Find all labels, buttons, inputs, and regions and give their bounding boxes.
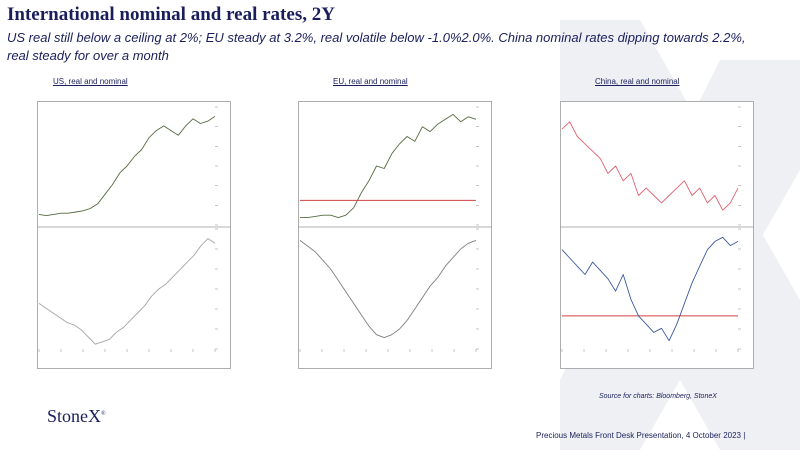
stonex-logo: StoneX®: [47, 406, 106, 426]
chart-eu: [298, 101, 492, 369]
chart-china: [560, 101, 754, 369]
slide-title: International nominal and real rates, 2Y: [7, 4, 335, 25]
chart-us-panel1-series-line: [38, 238, 216, 345]
chart-us-panel0-series-line: [38, 116, 216, 217]
chart-eu-frame: [298, 101, 492, 369]
chart-us: [37, 101, 231, 369]
chart-eu-svg: [298, 101, 492, 369]
chart-china-panel1-series-line: [561, 236, 739, 342]
chart-us-frame: [37, 101, 231, 369]
chart-china-frame: [560, 101, 754, 369]
chart-label-us: US, real and nominal: [53, 77, 128, 86]
chart-eu-panel0-series-line: [300, 113, 477, 219]
chart-china-panel0-series-line: [561, 121, 739, 211]
slide-subtitle: US real still below a ceiling at 2%; EU …: [7, 30, 746, 63]
source-note: Source for charts: Bloomberg, StoneX: [599, 393, 717, 400]
chart-eu-panel1-series-line: [299, 239, 477, 339]
chart-china-svg: [560, 101, 754, 369]
footer-text: Precious Metals Front Desk Presentation,…: [536, 431, 746, 440]
chart-label-china: China, real and nominal: [595, 77, 680, 86]
chart-label-eu: EU, real and nominal: [333, 77, 408, 86]
chart-us-svg: [37, 101, 231, 369]
